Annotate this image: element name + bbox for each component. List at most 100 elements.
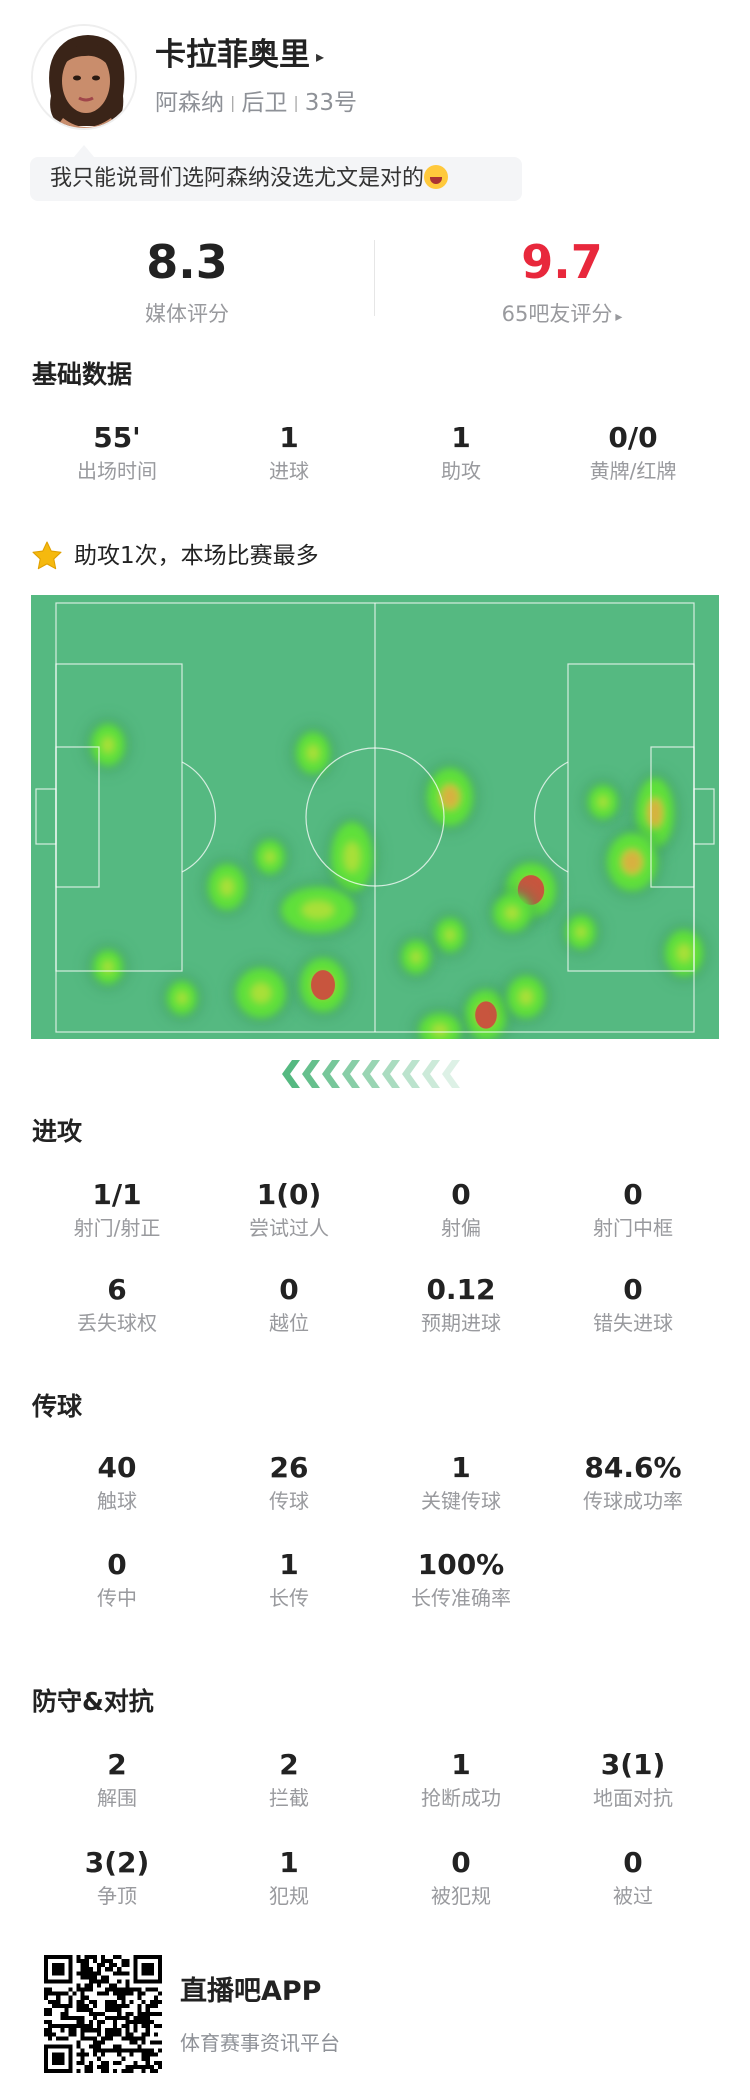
center-circle (305, 747, 445, 887)
highlight-text: 助攻1次，本场比赛最多 (74, 543, 319, 569)
stat-offsides: 0 越位 (203, 1272, 375, 1337)
stat-label: 争顶 (97, 1884, 137, 1908)
stat-label: 射偏 (441, 1216, 481, 1240)
stat-label: 传中 (97, 1586, 137, 1610)
stat-aerial-duels: 3(2) 争顶 (31, 1845, 203, 1910)
team-name: 阿森纳 (155, 90, 224, 116)
stat-label: 射门/射正 (73, 1216, 161, 1240)
stat-label: 预期进球 (421, 1311, 501, 1335)
stat-assists: 1 助攻 (375, 420, 547, 485)
stat-value: 40 (97, 1451, 137, 1484)
stat-value: 0 (279, 1273, 299, 1306)
player-avatar[interactable] (31, 24, 137, 130)
stat-goals: 1 进球 (203, 420, 375, 485)
stat-value: 1 (451, 1451, 471, 1484)
stat-woodwork: 0 射门中框 (547, 1177, 719, 1242)
heat-spot (458, 983, 514, 1039)
chevron-left-icon (362, 1060, 380, 1088)
fan-rating-value: 9.7 (521, 235, 603, 289)
stat-label: 触球 (97, 1489, 137, 1513)
media-rating-value: 8.3 (146, 235, 228, 289)
stat-value: 0 (107, 1548, 127, 1581)
stat-tackles-won: 1 抢断成功 (375, 1747, 547, 1812)
heat-spot (86, 943, 130, 991)
stat-label: 拦截 (269, 1786, 309, 1810)
rating-divider (374, 240, 375, 316)
stat-value: 84.6% (584, 1451, 682, 1484)
stat-value: 0 (451, 1846, 471, 1879)
stat-shots: 1/1 射门/射正 (31, 1177, 203, 1242)
passing-stats-row: 0 传中 1 长传 100% 长传准确率 (31, 1547, 719, 1612)
stat-touches: 40 触球 (31, 1450, 203, 1515)
stat-label: 传球 (269, 1489, 309, 1513)
star-icon (32, 541, 62, 570)
stat-long-ball-accuracy: 100% 长传准确率 (375, 1547, 547, 1612)
stat-label: 助攻 (441, 459, 481, 483)
stat-passes: 26 传球 (203, 1450, 375, 1515)
stat-value: 0 (623, 1178, 643, 1211)
stat-value: 2 (107, 1748, 127, 1781)
shirt-number: 33号 (304, 90, 358, 116)
stat-value: 1 (279, 1846, 299, 1879)
stat-value: 0.12 (426, 1273, 496, 1306)
goal-left (35, 788, 57, 845)
heat-spot (201, 857, 253, 917)
stat-xg: 0.12 预期进球 (375, 1272, 547, 1337)
stat-minutes: 55' 出场时间 (31, 420, 203, 485)
heat-spot (84, 717, 132, 773)
chevron-left-icon (442, 1060, 460, 1088)
player-name-link[interactable]: 卡拉菲奥里 ▸ (155, 34, 324, 78)
heatmap-pitch (31, 595, 719, 1039)
stat-value: 1 (451, 1748, 471, 1781)
stat-label: 黄牌/红牌 (589, 459, 677, 483)
stat-label: 进球 (269, 459, 309, 483)
stat-long-balls: 1 长传 (203, 1547, 375, 1612)
stat-label: 长传 (269, 1586, 309, 1610)
player-position: 后卫 (241, 90, 288, 116)
stat-interceptions: 2 拦截 (203, 1747, 375, 1812)
player-info: 阿森纳 | 后卫 | 33号 (155, 88, 357, 118)
qr-code[interactable] (44, 1955, 162, 2073)
stat-value: 100% (417, 1548, 505, 1581)
stat-label: 越位 (269, 1311, 309, 1335)
arrow-right-icon: ▸ (615, 309, 623, 325)
stat-value: 26 (269, 1451, 309, 1484)
fan-rating[interactable]: 9.7 65吧友评分 ▸ (412, 235, 712, 332)
heat-spot (559, 908, 603, 956)
stat-label: 解围 (97, 1786, 137, 1810)
stat-value: 0 (451, 1178, 471, 1211)
heat-spot (324, 815, 380, 899)
stat-value: 3(2) (84, 1846, 150, 1879)
stat-value: 1 (451, 421, 471, 454)
heat-spot (289, 725, 337, 781)
stat-dribbles: 1(0) 尝试过人 (203, 1177, 375, 1242)
chevron-left-icon (402, 1060, 420, 1088)
chevron-left-icon (282, 1060, 300, 1088)
section-title-defense: 防守&对抗 (32, 1687, 154, 1716)
pitch-lines (35, 602, 715, 1033)
chevron-left-icon (382, 1060, 400, 1088)
heat-spot (658, 923, 710, 983)
stat-was-fouled: 0 被犯规 (375, 1845, 547, 1910)
stat-value: 1 (279, 421, 299, 454)
penalty-arc-right (534, 761, 569, 873)
stat-label: 传球成功率 (583, 1489, 683, 1513)
arrow-right-icon: ▸ (316, 46, 325, 66)
chevron-left-icon (342, 1060, 360, 1088)
heat-spot (229, 961, 293, 1025)
heat-spot (412, 1006, 468, 1039)
stat-label: 错失进球 (593, 1311, 673, 1335)
attack-direction-arrows (282, 1060, 460, 1088)
stat-crosses: 0 传中 (31, 1547, 203, 1612)
heat-spot (581, 778, 625, 826)
stat-value: 0 (623, 1273, 643, 1306)
fan-rating-label: 65吧友评分 (501, 302, 613, 326)
media-rating: 8.3 媒体评分 (37, 235, 337, 329)
highlight-line: 助攻1次，本场比赛最多 (30, 540, 319, 572)
stat-value: 2 (279, 1748, 299, 1781)
defense-stats-row: 3(2) 争顶 1 犯规 0 被犯规 0 被过 (31, 1845, 719, 1910)
passing-stats-row: 40 触球 26 传球 1 关键传球 84.6% 传球成功率 (31, 1450, 719, 1515)
stat-pass-accuracy: 84.6% 传球成功率 (547, 1450, 719, 1515)
stat-key-passes: 1 关键传球 (375, 1450, 547, 1515)
heat-spot (420, 761, 480, 833)
